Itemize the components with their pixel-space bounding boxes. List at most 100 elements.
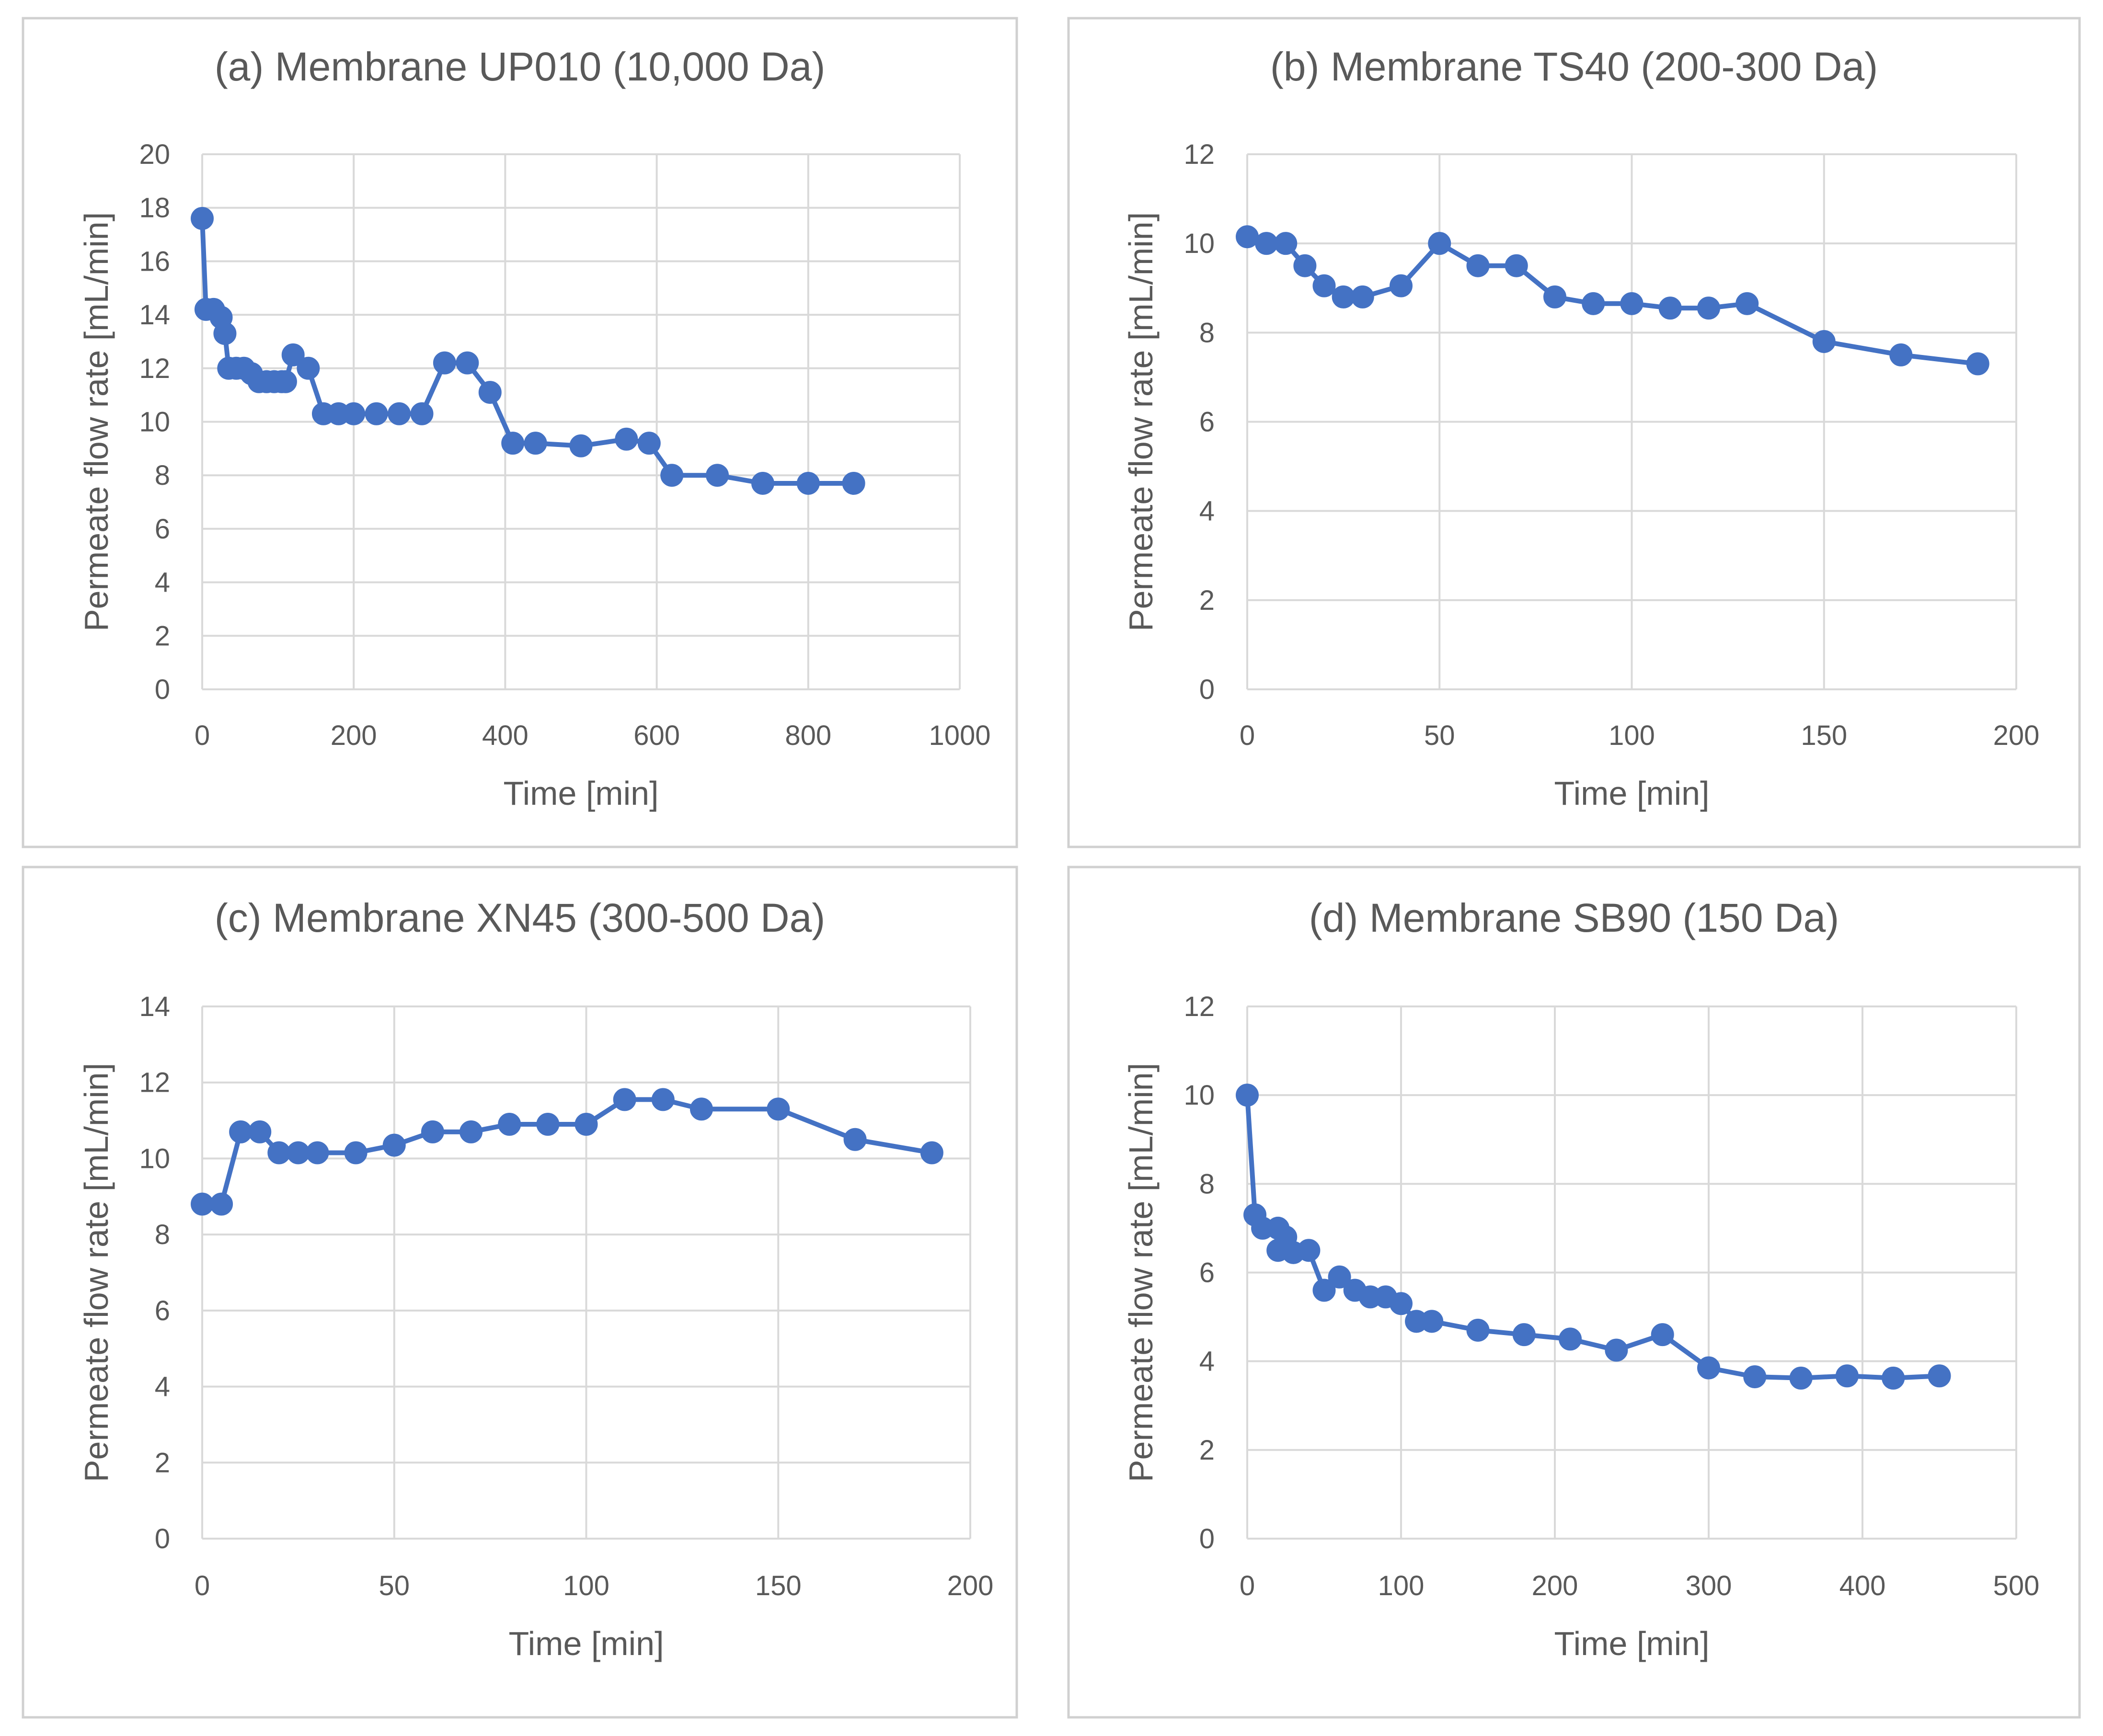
data-point <box>287 1141 310 1165</box>
data-point <box>456 351 479 375</box>
y-tick-label: 8 <box>155 460 170 491</box>
data-point <box>1697 297 1720 320</box>
y-tick-label: 0 <box>1199 1523 1215 1554</box>
y-tick-label: 4 <box>155 567 170 598</box>
data-point <box>1420 1310 1444 1333</box>
y-tick-label: 0 <box>1199 674 1215 705</box>
data-point <box>1428 232 1451 255</box>
data-point <box>1297 1239 1321 1262</box>
data-point <box>1312 274 1336 297</box>
chart-title: (b) Membrane TS40 (200-300 Da) <box>1270 44 1878 89</box>
data-point <box>501 432 525 455</box>
x-tick-label: 200 <box>331 720 377 751</box>
x-tick-label: 100 <box>1378 1570 1425 1601</box>
panel-frame <box>1067 866 2081 1719</box>
data-point <box>1697 1356 1720 1380</box>
data-point <box>1620 292 1643 315</box>
y-tick-label: 12 <box>1184 139 1215 170</box>
data-point <box>1505 254 1528 277</box>
y-tick-label: 2 <box>155 1447 170 1478</box>
y-tick-label: 4 <box>1199 496 1215 527</box>
data-point <box>191 1192 214 1216</box>
y-tick-label: 10 <box>1184 228 1215 259</box>
data-point <box>1743 1365 1767 1389</box>
data-point <box>1582 292 1605 315</box>
data-point <box>460 1120 483 1143</box>
data-point <box>796 471 820 495</box>
data-point <box>1651 1323 1674 1347</box>
x-tick-label: 200 <box>947 1570 994 1601</box>
y-tick-label: 6 <box>155 1295 170 1326</box>
data-point <box>281 343 305 366</box>
y-tick-label: 12 <box>1184 991 1215 1022</box>
x-tick-label: 400 <box>482 720 529 751</box>
y-tick-label: 0 <box>155 674 170 705</box>
x-tick-label: 500 <box>1993 1570 2040 1601</box>
chart-title: (a) Membrane UP010 (10,000 Da) <box>215 44 826 89</box>
y-tick-label: 18 <box>139 193 170 224</box>
data-point <box>274 370 297 393</box>
data-point <box>421 1120 444 1143</box>
x-axis-title: Time [min] <box>1554 1625 1709 1662</box>
data-point <box>433 351 456 375</box>
x-tick-label: 300 <box>1686 1570 1732 1601</box>
x-tick-label: 200 <box>1532 1570 1578 1601</box>
data-point <box>1605 1338 1628 1362</box>
y-tick-label: 6 <box>1199 407 1215 438</box>
y-tick-label: 6 <box>1199 1257 1215 1289</box>
x-tick-label: 200 <box>1993 720 2040 751</box>
y-tick-label: 0 <box>155 1523 170 1554</box>
data-point <box>615 427 638 451</box>
data-point <box>267 1141 291 1165</box>
data-point <box>690 1097 713 1121</box>
chart-panel-b: 0 2 4 6 8 10 12 0 50 100 150 200 (b) Membrane TS40 (… <box>1067 17 2081 848</box>
data-point <box>524 432 547 455</box>
data-point <box>1293 254 1317 277</box>
data-point <box>920 1141 943 1165</box>
x-tick-label: 50 <box>1424 720 1455 751</box>
data-point <box>1543 285 1566 308</box>
y-tick-label: 14 <box>139 991 170 1022</box>
y-tick-label: 10 <box>139 407 170 438</box>
x-tick-label: 0 <box>195 720 210 751</box>
data-point <box>229 1120 253 1143</box>
data-point <box>767 1097 790 1121</box>
data-point <box>365 402 388 425</box>
data-point <box>1735 292 1759 315</box>
data-point <box>191 207 214 230</box>
data-point <box>613 1088 636 1111</box>
x-tick-label: 600 <box>633 720 680 751</box>
data-point <box>1658 297 1682 320</box>
y-tick-label: 8 <box>1199 1168 1215 1199</box>
data-point <box>536 1113 560 1136</box>
data-point <box>1559 1327 1582 1351</box>
data-point <box>1466 254 1490 277</box>
data-point <box>569 434 593 457</box>
data-point <box>1835 1364 1859 1388</box>
data-point <box>1351 285 1374 308</box>
y-tick-label: 10 <box>139 1143 170 1174</box>
data-point <box>382 1133 406 1157</box>
data-point <box>297 356 320 380</box>
y-tick-label: 4 <box>155 1371 170 1403</box>
x-tick-label: 50 <box>379 1570 410 1601</box>
data-point <box>1390 274 1413 297</box>
y-tick-label: 10 <box>1184 1080 1215 1111</box>
y-tick-label: 8 <box>155 1219 170 1250</box>
panel-frame <box>22 17 1018 848</box>
x-axis-title: Time [min] <box>508 1625 664 1662</box>
y-tick-label: 16 <box>139 246 170 277</box>
y-axis-title: Permeate flow rate [mL/min] <box>1122 1063 1160 1482</box>
data-point <box>210 1192 233 1216</box>
data-point <box>843 1128 867 1151</box>
data-point <box>1312 1279 1336 1302</box>
x-tick-label: 800 <box>785 720 831 751</box>
y-axis-title: Permeate flow rate [mL/min] <box>78 1063 115 1482</box>
data-point <box>1789 1366 1813 1390</box>
chart-title: (d) Membrane SB90 (150 Da) <box>1309 895 1839 940</box>
y-axis-title: Permeate flow rate [mL/min] <box>1122 212 1160 631</box>
y-tick-label: 12 <box>139 1067 170 1098</box>
data-point <box>842 471 865 495</box>
data-point <box>660 464 684 487</box>
x-tick-label: 150 <box>1801 720 1847 751</box>
